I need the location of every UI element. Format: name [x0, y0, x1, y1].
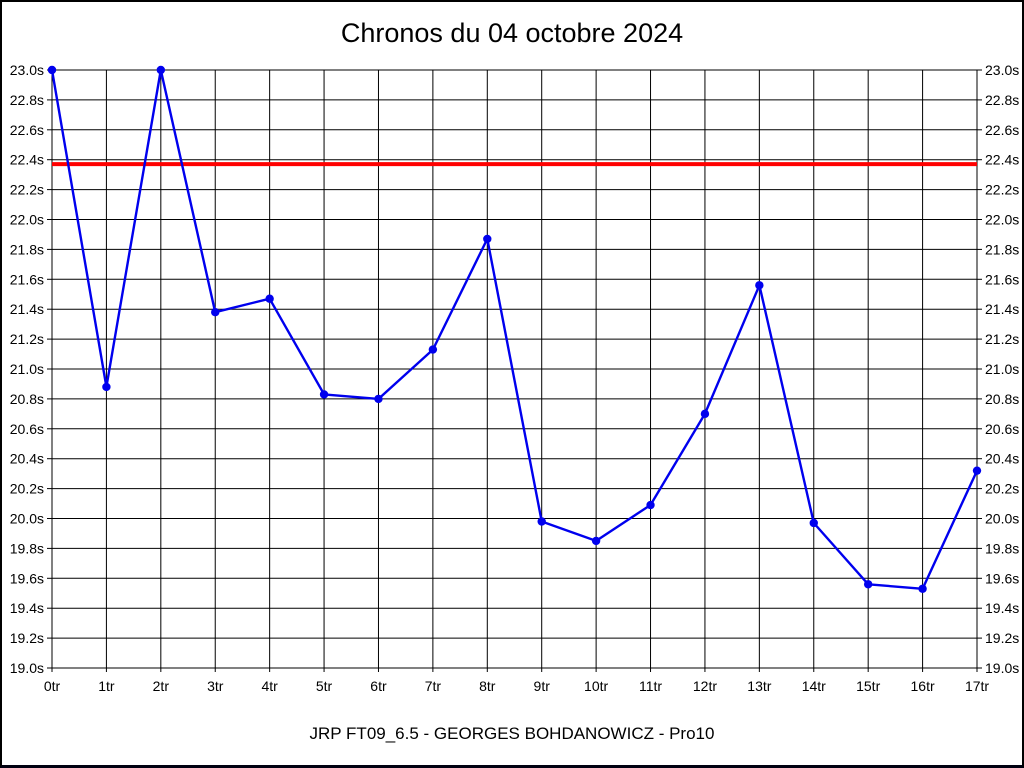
y-tick-label-right: 22.0s [985, 212, 1019, 228]
y-tick-label-left: 21.4s [10, 301, 44, 317]
y-tick-label-left: 20.0s [10, 511, 44, 527]
y-tick-label-left: 19.6s [10, 570, 44, 586]
y-tick-label-left: 19.2s [10, 630, 44, 646]
data-point [265, 294, 274, 303]
y-tick-label-right: 21.0s [985, 361, 1019, 377]
chart-title: Chronos du 04 octobre 2024 [340, 18, 684, 48]
y-tick-label-right: 21.8s [985, 241, 1019, 257]
x-tick-label: 10tr [584, 678, 608, 694]
series-line [50, 68, 979, 590]
data-point [646, 500, 655, 510]
x-tick-label: 15tr [856, 678, 880, 694]
y-tick-label-left: 22.4s [10, 152, 44, 168]
y-tick-label-right: 20.4s [985, 451, 1019, 467]
data-point [972, 466, 982, 475]
y-tick-label-left: 20.6s [10, 421, 44, 437]
x-tick-label: 11tr [639, 678, 662, 694]
y-tick-label-right: 19.4s [985, 600, 1019, 616]
data-point [700, 409, 710, 419]
x-tick-label: 6tr [370, 678, 387, 694]
y-tick-label-left: 20.4s [10, 451, 44, 467]
y-tick-label-right: 21.6s [985, 271, 1019, 287]
data-point [483, 234, 492, 244]
y-tick-label-right: 22.6s [985, 122, 1019, 138]
data-point [211, 307, 220, 317]
y-tick-label-left: 19.8s [10, 540, 44, 556]
y-tick-label-left: 21.8s [10, 241, 44, 257]
y-tick-label-right: 20.0s [985, 511, 1019, 527]
data-point [319, 390, 329, 399]
y-tick-label-right: 22.8s [985, 92, 1019, 108]
x-tick-label: 14tr [802, 678, 826, 694]
data-point [809, 518, 818, 528]
data-point [537, 517, 546, 526]
data-point [374, 394, 383, 404]
y-tick-label-left: 20.8s [10, 391, 44, 407]
x-tick-label: 7tr [425, 678, 442, 694]
data-point [156, 65, 166, 75]
x-tick-label: 17tr [965, 678, 989, 694]
x-tick-label: 0tr [44, 678, 61, 694]
y-tick-label-right: 22.2s [985, 182, 1019, 198]
y-tick-label-right: 19.2s [985, 630, 1019, 646]
data-point [863, 580, 873, 589]
x-tick-label: 1tr [98, 678, 115, 694]
x-tick-label: 3tr [207, 678, 224, 694]
data-point [102, 382, 111, 392]
x-tick-label: 12tr [693, 678, 717, 694]
y-tick-label-right: 19.0s [985, 660, 1019, 676]
y-tick-label-left: 21.6s [10, 271, 44, 287]
y-tick-label-right: 21.2s [985, 331, 1019, 347]
x-tick-label: 5tr [316, 678, 333, 694]
x-tick-label: 13tr [747, 678, 771, 694]
x-tick-label: 8tr [479, 678, 496, 694]
y-tick-label-left: 23.0s [10, 62, 44, 78]
y-tick-label-right: 22.4s [985, 152, 1019, 168]
y-tick-label-left: 22.6s [10, 122, 44, 138]
y-tick-label-right: 20.6s [985, 421, 1019, 437]
y-tick-label-left: 20.2s [10, 481, 44, 497]
x-tick-label: 16tr [911, 678, 935, 694]
data-point [47, 65, 57, 75]
y-tick-label-left: 22.8s [10, 92, 44, 108]
x-tick-label: 9tr [534, 678, 551, 694]
y-tick-label-left: 21.2s [10, 331, 44, 347]
y-tick-label-left: 22.2s [10, 182, 44, 198]
y-tick-label-right: 20.2s [985, 481, 1019, 497]
y-tick-label-left: 19.4s [10, 600, 44, 616]
x-tick-label: 2tr [153, 678, 170, 694]
data-point [428, 345, 438, 354]
y-tick-label-right: 19.6s [985, 570, 1019, 586]
y-tick-label-left: 22.0s [10, 212, 44, 228]
data-point [591, 536, 601, 546]
data-point [918, 584, 927, 593]
y-tick-label-right: 21.4s [985, 301, 1019, 317]
plot-frame [51, 69, 978, 669]
y-tick-label-left: 21.0s [10, 361, 44, 377]
y-tick-label-left: 19.0s [10, 660, 44, 676]
y-tick-label-right: 20.8s [985, 391, 1019, 407]
data-point [755, 281, 764, 290]
x-tick-label: 4tr [261, 678, 278, 694]
y-tick-label-right: 19.8s [985, 540, 1019, 556]
chart-footer-label: JRP FT09_6.5 - GEORGES BOHDANOWICZ - Pro… [309, 724, 715, 743]
y-tick-label-right: 23.0s [985, 62, 1019, 78]
